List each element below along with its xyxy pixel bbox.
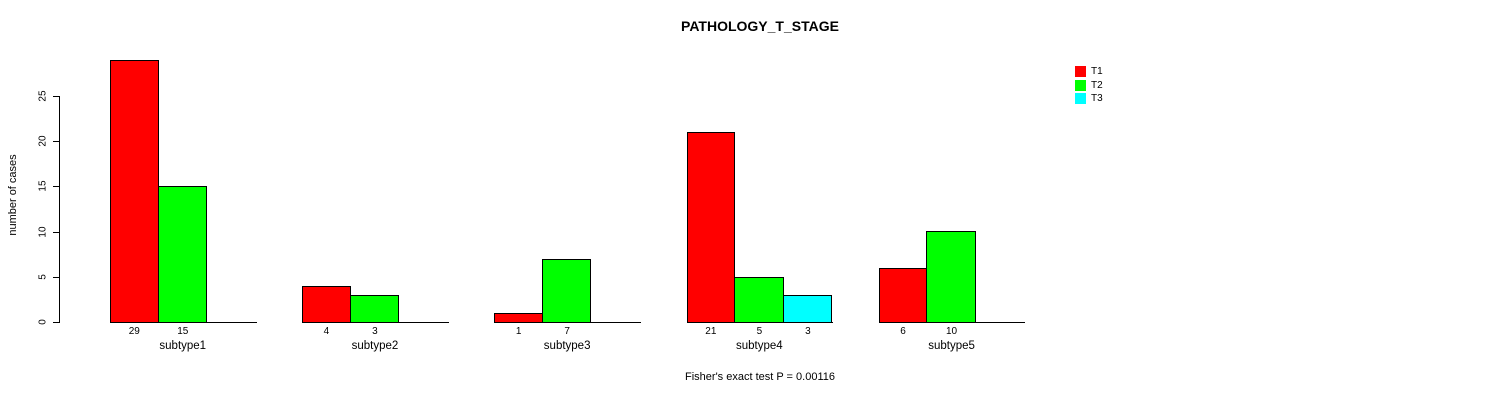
y-axis-line [59,95,60,323]
category-label-subtype5: subtype5 [928,340,975,352]
bar-value-label: 29 [128,326,140,337]
bar-subtype1-T1 [110,60,159,323]
chart-title: PATHOLOGY_T_STAGE [681,18,839,34]
legend-swatch-T3 [1075,93,1086,104]
y-tick-label: 10 [37,225,49,238]
y-tick-mark [53,231,59,233]
bar-value-label: 3 [805,326,811,337]
bar-subtype4-T2 [734,277,784,323]
y-tick-label: 15 [37,180,49,192]
bar-value-label: 21 [705,326,717,337]
legend-item-T1: T1 [1075,66,1103,77]
category-label-subtype3: subtype3 [543,340,591,352]
bar-value-label: 1 [515,326,522,337]
y-tick-label: 20 [37,135,49,147]
legend-label: T3 [1091,93,1103,104]
bar-subtype5-T2 [926,231,976,323]
bar-subtype1-T2 [157,186,207,323]
y-tick-label: 0 [37,319,49,325]
y-tick-mark [53,141,59,142]
y-tick-label: 5 [37,273,49,280]
legend-label: T1 [1091,66,1103,77]
y-tick-mark [53,95,59,97]
annotation-fisher-test: Fisher's exact test P = 0.00116 [685,371,835,383]
bar-value-label: 10 [945,326,958,337]
legend-item-T3: T3 [1075,93,1103,104]
bar-subtype5-T1 [878,268,928,323]
category-label-subtype1: subtype1 [159,340,207,352]
legend-swatch-T2 [1075,79,1086,91]
bar-value-label: 7 [564,326,570,337]
y-tick-mark [53,276,59,278]
legend: T1 T2 T3 [1075,66,1103,107]
bar-subtype4-T3 [782,295,833,323]
bar-value-label: 5 [756,326,763,337]
bar-value-label: 4 [323,326,330,337]
bar-subtype2-T2 [349,295,400,323]
y-tick-mark [53,186,59,188]
category-label-subtype4: subtype4 [736,340,783,352]
legend-swatch-T1 [1075,66,1086,77]
bar-subtype3-T1 [494,313,543,323]
bar-value-label: 15 [177,326,189,337]
bar-subtype3-T2 [541,259,592,323]
y-tick-label: 25 [37,90,49,102]
y-axis-label: number of cases [7,154,19,236]
category-label-subtype2: subtype2 [351,340,399,352]
bar-value-label: 6 [900,326,906,337]
bar-subtype4-T1 [686,132,736,323]
y-tick-mark [53,322,59,323]
bar-value-label: 3 [372,326,378,337]
bar-subtype2-T1 [302,286,351,323]
legend-label: T2 [1091,79,1103,91]
legend-item-T2: T2 [1075,79,1103,91]
